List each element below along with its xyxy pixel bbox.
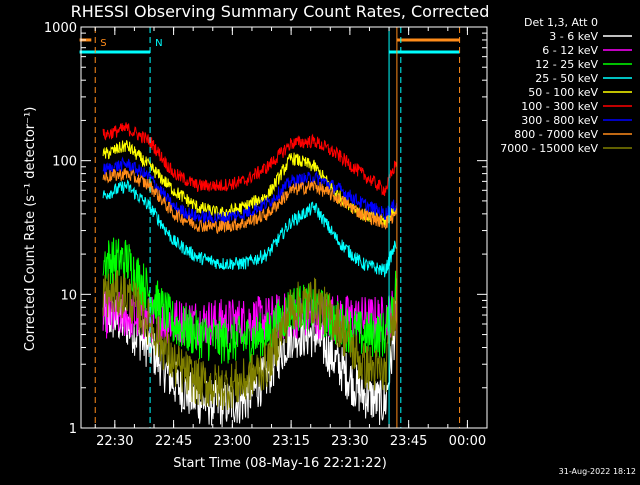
plot-frame <box>80 26 488 429</box>
annotation-n: N <box>155 38 162 49</box>
chart-title: RHESSI Observing Summary Count Rates, Co… <box>71 2 490 21</box>
x-axis-label: Start Time (08-May-16 22:21:22) <box>173 456 387 471</box>
y-tick-label-4: 1000 <box>44 21 77 36</box>
x-tick-label-7: 00:00 <box>449 434 486 449</box>
x-tick-label-5: 23:30 <box>331 434 368 449</box>
series-line-9 <box>102 270 398 411</box>
y-tick-label-3: 100 <box>52 155 77 170</box>
x-tick-label-1: 22:30 <box>96 434 133 449</box>
series-line-3 <box>102 237 398 364</box>
legend-label-2: 6 - 12 keV <box>542 44 598 57</box>
y-axis-label: Corrected Count Rate (s⁻¹ detector⁻¹) <box>23 107 38 352</box>
series-line-7 <box>102 156 398 226</box>
legend-label-6: 100 - 300 keV <box>521 100 598 113</box>
legend-label-3: 12 - 25 keV <box>535 58 598 71</box>
legend-label-9: 7000 - 15000 keV <box>500 142 598 155</box>
series-line-4 <box>102 179 398 278</box>
x-tick-label-3: 23:00 <box>214 434 251 449</box>
annotation-s: S <box>100 38 106 49</box>
legend-label-4: 25 - 50 keV <box>535 72 598 85</box>
series-line-6 <box>102 122 398 197</box>
legend-label-1: 3 - 6 keV <box>549 30 598 43</box>
legend-label-5: 50 - 100 keV <box>528 86 598 99</box>
x-tick-label-4: 23:15 <box>272 434 309 449</box>
legend-label-7: 300 - 800 keV <box>521 114 598 127</box>
series-line-5 <box>102 140 398 227</box>
legend-header: Det 1,3, Att 0 <box>524 16 598 29</box>
axes: 22:30 22:45 23:00 23:15 23:30 23:45 00:00 1 10 10… <box>44 21 488 449</box>
x-tick-label-2: 22:45 <box>155 434 192 449</box>
y-tick-label-2: 10 <box>60 288 77 303</box>
series-line-8 <box>102 167 398 235</box>
timestamp-footer: 31-Aug-2022 18:12 <box>559 467 636 476</box>
legend-label-8: 800 - 7000 keV <box>514 128 598 141</box>
x-tick-label-6: 23:45 <box>390 434 427 449</box>
y-tick-label-1: 1 <box>69 422 77 437</box>
